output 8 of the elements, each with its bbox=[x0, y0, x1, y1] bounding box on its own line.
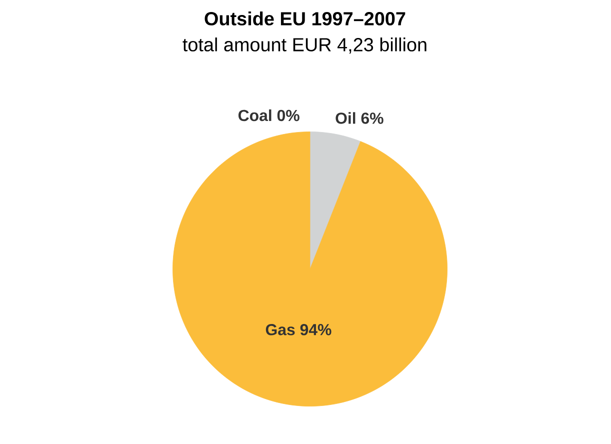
slice-label: Gas bbox=[266, 324, 295, 336]
chart-subtitle: total amount EUR 4,23 billion bbox=[182, 38, 426, 54]
category-label: Coal bbox=[238, 109, 272, 122]
data-label: 6% bbox=[361, 112, 384, 124]
text: 0% bbox=[277, 110, 300, 122]
slice-label: Oil bbox=[336, 112, 356, 124]
data-label: 94% bbox=[300, 324, 332, 336]
chart-title: Outside EU 1997–2007 bbox=[204, 12, 406, 26]
